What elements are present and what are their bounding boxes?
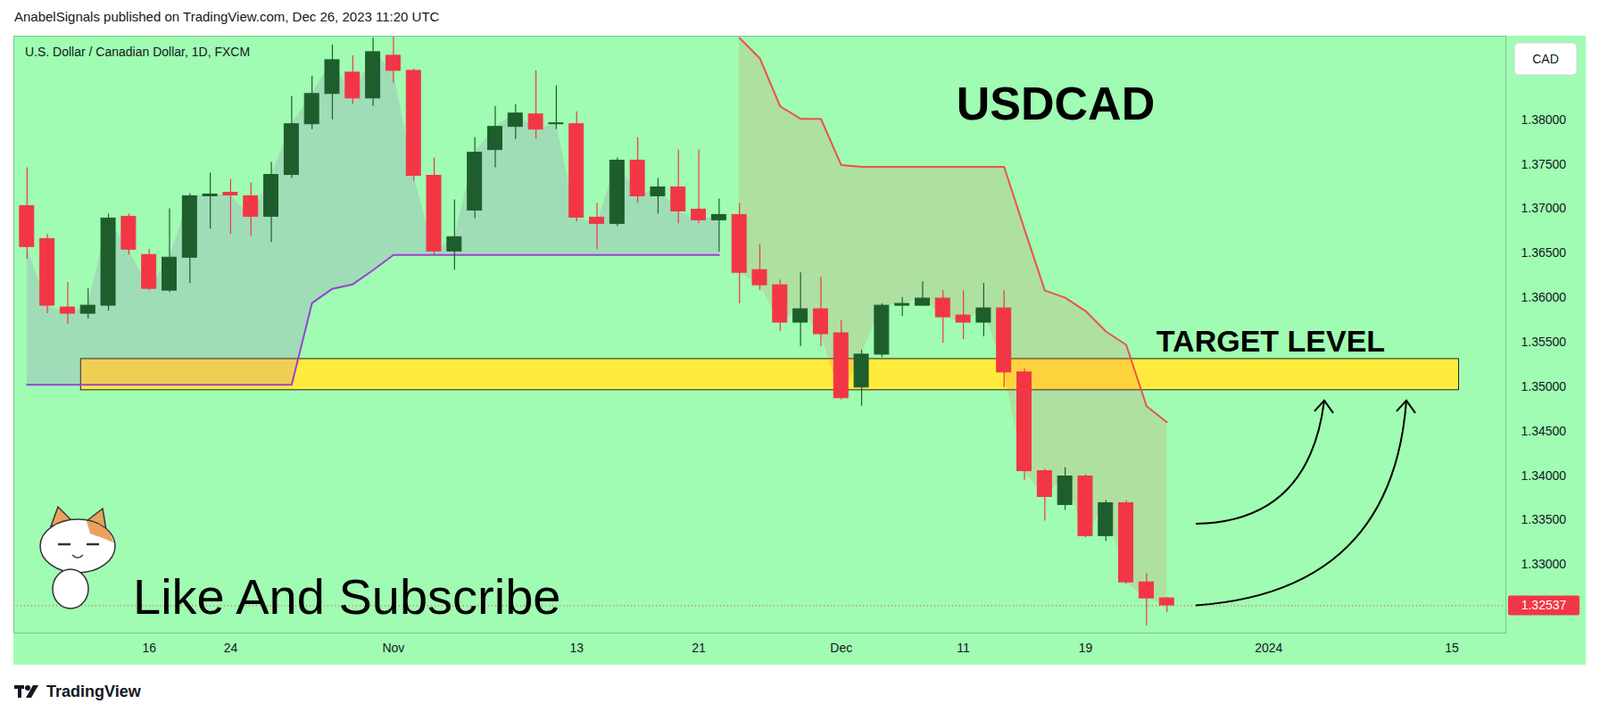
svg-text:CAD: CAD bbox=[1532, 51, 1559, 67]
html-text:AnabelSignals published on Tra: AnabelSignals published on TradingView.c… bbox=[14, 8, 440, 25]
svg-text:11: 11 bbox=[956, 640, 970, 655]
svg-text:1.37000: 1.37000 bbox=[1521, 200, 1567, 216]
svg-text:21: 21 bbox=[691, 640, 706, 655]
svg-text:2024: 2024 bbox=[1254, 640, 1283, 655]
svg-text:15: 15 bbox=[1444, 640, 1460, 655]
svg-text:1.38000: 1.38000 bbox=[1521, 112, 1567, 127]
svg-text:USDCAD: USDCAD bbox=[956, 77, 1155, 130]
html-text:TradingView: TradingView bbox=[46, 682, 141, 701]
svg-text:1.32537: 1.32537 bbox=[1521, 597, 1567, 613]
svg-text:1.33500: 1.33500 bbox=[1521, 512, 1567, 527]
svg-text:U.S. Dollar / Canadian Dollar,: U.S. Dollar / Canadian Dollar, 1D, FXCM bbox=[24, 44, 250, 59]
svg-text:24: 24 bbox=[223, 640, 239, 655]
svg-text:1.33000: 1.33000 bbox=[1521, 556, 1567, 572]
svg-text:TARGET LEVEL: TARGET LEVEL bbox=[1156, 323, 1385, 358]
svg-text:1.37500: 1.37500 bbox=[1521, 157, 1567, 172]
svg-text:Like And Subscribe: Like And Subscribe bbox=[132, 568, 561, 625]
svg-text:1.36000: 1.36000 bbox=[1521, 290, 1567, 305]
svg-text:13: 13 bbox=[569, 640, 584, 655]
svg-text:19: 19 bbox=[1078, 640, 1094, 655]
svg-text:1.34000: 1.34000 bbox=[1521, 468, 1567, 483]
svg-text:1.35500: 1.35500 bbox=[1521, 334, 1567, 349]
svg-text:1.36500: 1.36500 bbox=[1521, 245, 1567, 260]
svg-text:Nov: Nov bbox=[381, 640, 405, 655]
svg-text:16: 16 bbox=[141, 640, 157, 655]
svg-text:Dec: Dec bbox=[829, 640, 853, 655]
svg-text:1.34500: 1.34500 bbox=[1521, 423, 1567, 439]
svg-text:1.35000: 1.35000 bbox=[1521, 379, 1567, 394]
